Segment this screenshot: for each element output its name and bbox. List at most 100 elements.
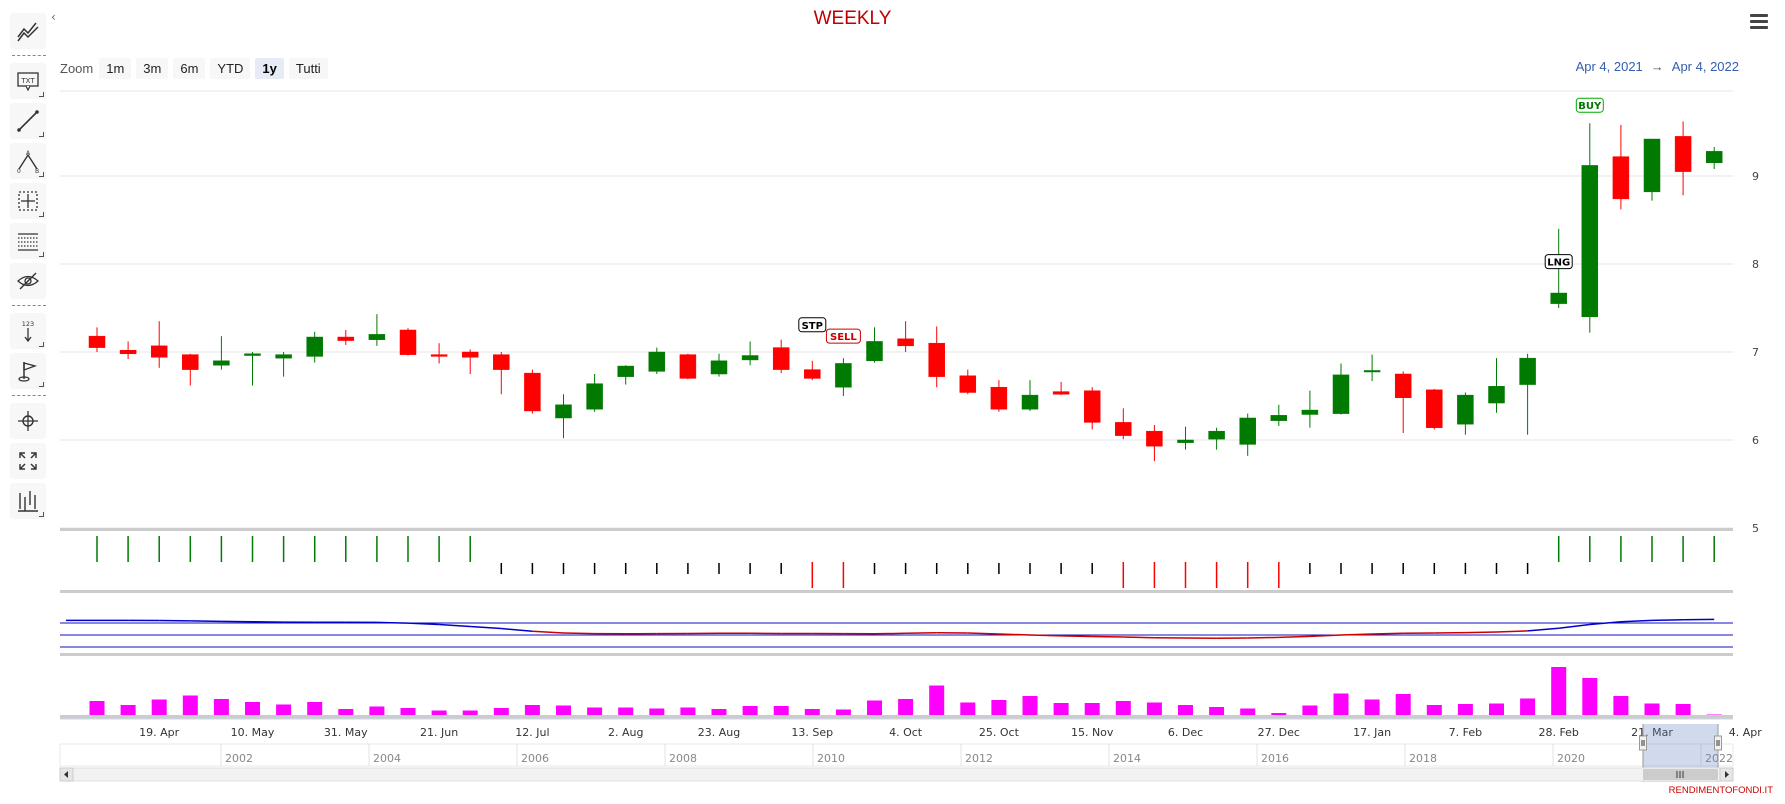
volume-bar: [1146, 702, 1162, 717]
elliott-wave-icon[interactable]: A 0 B: [10, 143, 46, 179]
candle-body: [1021, 394, 1039, 410]
scroll-right-icon: [1725, 771, 1729, 778]
candle-body: [1705, 151, 1723, 164]
navigator-year-label: 2016: [1261, 752, 1289, 765]
fibonacci-icon[interactable]: [10, 223, 46, 259]
x-tick-label: 23. Aug: [698, 726, 740, 739]
candle-body: [1643, 138, 1661, 193]
zoom-6m-button[interactable]: 6m: [173, 58, 206, 79]
oscillator-segment: [1651, 618, 1684, 622]
navigator-handle[interactable]: [1714, 735, 1722, 751]
candle-body: [741, 355, 759, 361]
range-from[interactable]: Apr 4, 2021: [1575, 59, 1643, 74]
zoom-ytd-button[interactable]: YTD: [210, 58, 251, 79]
x-tick-label: 13. Sep: [791, 726, 833, 739]
credit-link[interactable]: RENDIMENTOFONDI.IT: [1668, 785, 1773, 796]
range-to[interactable]: Apr 4, 2022: [1671, 59, 1739, 74]
flag-buy: BUY: [1575, 97, 1604, 113]
zoom-1y-button[interactable]: 1y: [255, 58, 284, 79]
oscillator-segment: [1372, 632, 1404, 635]
scrollbar-track: [59, 767, 1734, 782]
x-tick-label: 4. Apr: [1729, 726, 1762, 739]
volume-bar: [618, 707, 634, 717]
candle-body: [928, 342, 945, 377]
candle-body: [368, 334, 386, 340]
x-tick-label: 17. Jan: [1353, 726, 1391, 739]
volume-bar: [462, 710, 478, 717]
x-tick-label: 6. Dec: [1168, 726, 1203, 739]
volume-bar: [991, 700, 1007, 717]
candle-body: [804, 369, 821, 379]
x-tick-label: 10. May: [231, 726, 275, 739]
oscillator-segment: [998, 633, 1031, 636]
volume-bar: [1240, 708, 1256, 717]
x-tick-label: 12. Jul: [515, 726, 549, 739]
volume-bar: [1333, 693, 1349, 717]
oscillator-segment: [1092, 635, 1124, 638]
candle-body: [897, 338, 914, 347]
navigator-year-label: 2022: [1705, 752, 1733, 765]
navigator-year-label: 2006: [521, 752, 549, 765]
oscillator-segment: [470, 625, 502, 630]
svg-text:123: 123: [22, 320, 34, 328]
range-selector: Zoom 1m 3m 6m YTD 1y Tutti: [60, 58, 333, 79]
vertical-counter-icon[interactable]: 123: [10, 313, 46, 349]
candle-body: [1115, 422, 1132, 436]
x-tick-label: 28. Feb: [1538, 726, 1578, 739]
fullscreen-icon[interactable]: [10, 443, 46, 479]
candle-body: [679, 354, 697, 379]
candle-body: [1581, 165, 1599, 318]
navigator-year-label: 2018: [1409, 752, 1437, 765]
text-annotation-icon[interactable]: TXT: [10, 63, 46, 99]
series-type-icon[interactable]: [10, 13, 46, 49]
navigator-scrollbar[interactable]: [59, 767, 1734, 782]
volume-bar: [493, 708, 509, 717]
volume-bar: [1644, 703, 1660, 717]
candle-body: [1239, 417, 1256, 445]
flag-icon[interactable]: [10, 353, 46, 389]
zoom-change-icon[interactable]: [10, 403, 46, 439]
candle-body: [1394, 373, 1412, 399]
volume-bar: [1053, 703, 1069, 717]
volume-bar: [742, 706, 758, 717]
candle-body: [1426, 389, 1443, 428]
candle-body: [1519, 357, 1536, 385]
zoom-all-button[interactable]: Tutti: [288, 58, 328, 79]
oscillator-segment: [1340, 633, 1373, 636]
toggle-annotations-icon[interactable]: [10, 263, 46, 299]
oscillator-segment: [1527, 627, 1559, 632]
zoom-1m-button[interactable]: 1m: [99, 58, 132, 79]
svg-text:B: B: [35, 168, 39, 173]
volume-bar: [1457, 704, 1473, 717]
volume-bar: [400, 708, 416, 717]
volume-bar: [89, 701, 105, 717]
oscillator-segment: [1620, 619, 1653, 623]
oscillator-segment: [407, 622, 440, 626]
x-tick-label: 31. May: [324, 726, 368, 739]
oscillator-segment: [905, 632, 937, 635]
x-tick-label: 4. Oct: [889, 726, 923, 739]
volume-bar: [1426, 705, 1442, 717]
flag-box: [825, 328, 861, 344]
candle-body: [493, 354, 510, 370]
pane-separator: [60, 653, 1733, 656]
oscillator-segment: [376, 621, 409, 624]
toolbar-collapse-button[interactable]: ‹: [51, 10, 56, 24]
zoom-3m-button[interactable]: 3m: [136, 58, 169, 79]
menu-icon[interactable]: [1750, 14, 1768, 29]
indicators-icon[interactable]: [10, 483, 46, 519]
line-icon[interactable]: [10, 103, 46, 139]
candle-body: [244, 353, 261, 356]
y-tick-label: 8: [1752, 258, 1759, 271]
oscillator-segment: [439, 623, 471, 628]
measure-icon[interactable]: [10, 183, 46, 219]
volume-bar: [835, 709, 851, 717]
volume-bar: [587, 707, 603, 717]
volume-bar: [1115, 701, 1131, 717]
candle-body: [1052, 391, 1070, 395]
flag-sell: SELL: [825, 328, 861, 344]
volume-bar: [649, 708, 665, 717]
volume-bar: [431, 710, 447, 717]
volume-bar: [711, 709, 727, 717]
navigator-handle[interactable]: [1639, 735, 1647, 751]
